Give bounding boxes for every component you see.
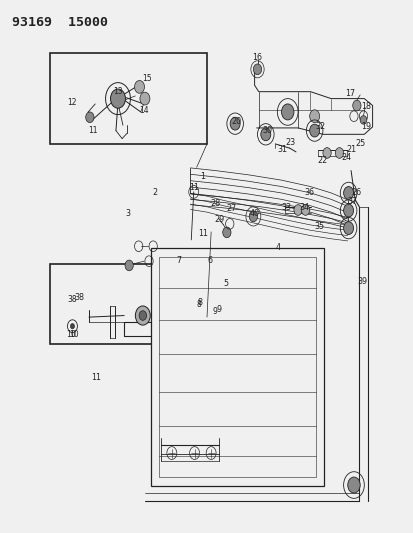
Circle shape (359, 116, 366, 124)
Text: 1: 1 (200, 173, 205, 181)
Text: 31: 31 (277, 145, 287, 154)
Circle shape (281, 104, 293, 120)
Circle shape (309, 124, 319, 137)
Circle shape (309, 110, 319, 123)
Circle shape (335, 148, 343, 158)
Circle shape (139, 311, 146, 320)
Circle shape (347, 477, 359, 493)
Text: 38: 38 (74, 293, 84, 302)
Circle shape (134, 80, 144, 93)
Text: 3: 3 (125, 209, 130, 217)
Circle shape (322, 148, 330, 158)
Circle shape (249, 211, 257, 222)
Text: 17: 17 (344, 89, 354, 98)
Text: 10: 10 (66, 330, 76, 339)
Text: 7: 7 (176, 256, 181, 264)
Circle shape (222, 227, 230, 238)
Circle shape (343, 204, 353, 217)
Circle shape (135, 306, 150, 325)
Text: 19: 19 (361, 123, 370, 131)
Text: 11: 11 (197, 229, 207, 238)
Bar (50, 264, 206, 344)
Text: 12: 12 (68, 98, 77, 107)
Text: 2: 2 (152, 189, 157, 197)
Text: 22: 22 (316, 157, 326, 165)
Text: 26: 26 (350, 189, 360, 197)
Text: 29: 29 (214, 215, 224, 224)
Text: 30: 30 (261, 126, 271, 135)
Text: 9: 9 (212, 308, 217, 316)
Circle shape (343, 187, 353, 199)
Circle shape (293, 205, 301, 215)
Text: 10: 10 (69, 330, 78, 339)
Circle shape (70, 324, 74, 329)
Text: 11: 11 (188, 183, 198, 192)
Text: 8: 8 (196, 301, 201, 309)
Text: 34: 34 (299, 204, 309, 212)
Text: 6: 6 (207, 256, 212, 264)
Text: 40: 40 (249, 209, 259, 217)
Text: 38: 38 (67, 295, 77, 304)
Text: 93169  15000: 93169 15000 (12, 16, 108, 29)
Circle shape (343, 222, 353, 235)
Circle shape (301, 205, 309, 215)
Text: 23: 23 (285, 139, 295, 147)
Text: 24: 24 (341, 153, 351, 161)
Text: 39: 39 (356, 277, 366, 286)
Text: 9: 9 (216, 305, 221, 313)
Text: 11: 11 (88, 126, 97, 134)
Text: 14: 14 (139, 106, 149, 115)
Circle shape (260, 128, 270, 141)
Text: 20: 20 (230, 117, 240, 126)
Text: 35: 35 (314, 222, 324, 231)
Circle shape (230, 117, 240, 130)
Text: 37: 37 (347, 197, 357, 206)
Text: 25: 25 (354, 140, 364, 148)
Text: 16: 16 (252, 53, 262, 62)
Text: 27: 27 (225, 205, 235, 213)
Circle shape (85, 112, 94, 123)
Text: 32: 32 (315, 123, 325, 131)
Text: 36: 36 (304, 189, 314, 197)
Bar (151, 248, 323, 486)
Circle shape (253, 64, 261, 75)
Text: 28: 28 (210, 199, 220, 208)
Text: 33: 33 (281, 204, 291, 212)
Text: 15: 15 (142, 75, 152, 83)
Circle shape (140, 92, 150, 105)
Circle shape (110, 89, 125, 108)
Text: 13: 13 (113, 87, 123, 96)
Bar (50, 53, 206, 144)
Text: 11: 11 (91, 373, 101, 382)
Text: 18: 18 (361, 102, 370, 111)
Circle shape (125, 260, 133, 271)
Bar (158, 257, 316, 477)
Text: 8: 8 (197, 298, 202, 307)
Text: 21: 21 (345, 145, 355, 154)
Circle shape (352, 100, 360, 111)
Text: 4: 4 (275, 244, 280, 252)
Text: 5: 5 (223, 279, 228, 288)
